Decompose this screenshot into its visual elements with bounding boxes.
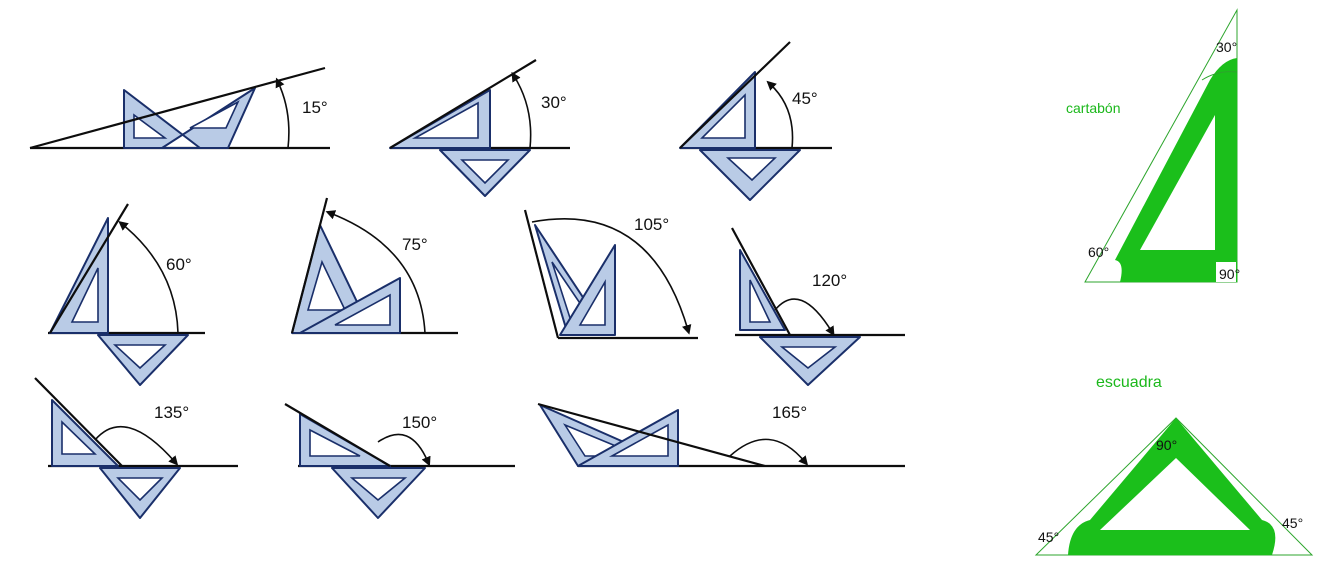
angle-label-75: 75° xyxy=(402,235,428,254)
escuadra-angle-45-left: 45° xyxy=(1038,529,1059,545)
figure-150-degrees: 150° xyxy=(284,403,515,519)
escuadra-angle-90: 90° xyxy=(1156,437,1177,453)
angle-label-120: 120° xyxy=(812,271,847,290)
figure-45-degrees: 45° xyxy=(679,41,832,201)
angle-label-60: 60° xyxy=(166,255,192,274)
cartabon-angle-60: 60° xyxy=(1088,244,1109,260)
cartabon-title: cartabón xyxy=(1066,100,1120,116)
escuadra-shape xyxy=(1068,418,1276,555)
figure-135-degrees: 135° xyxy=(34,377,238,519)
angle-label-15: 15° xyxy=(302,98,328,117)
figure-30-degrees: 30° xyxy=(389,59,570,197)
angle-label-30: 30° xyxy=(541,93,567,112)
escuadra-title: escuadra xyxy=(1096,374,1162,391)
cartabon-shape xyxy=(1115,58,1237,282)
angle-label-45: 45° xyxy=(792,89,818,108)
angle-label-105: 105° xyxy=(634,215,669,234)
angle-label-150: 150° xyxy=(402,413,437,432)
figure-120-degrees: 120° xyxy=(731,227,905,386)
angle-label-165: 165° xyxy=(772,403,807,422)
escuadra-angle-45-right: 45° xyxy=(1282,515,1303,531)
cartabon-angle-90: 90° xyxy=(1219,266,1240,282)
figure-165-degrees: 165° xyxy=(537,402,905,468)
cartabon-figure: cartabón 30° 60° 90° xyxy=(1066,8,1240,283)
figure-105-degrees: 105° xyxy=(523,209,698,340)
escuadra-figure: escuadra 90° 45° 45° xyxy=(1034,374,1314,556)
cartabon-angle-30: 30° xyxy=(1216,39,1237,55)
figure-15-degrees: 15° xyxy=(29,66,330,150)
figure-75-degrees: 75° xyxy=(290,197,458,335)
angle-label-135: 135° xyxy=(154,403,189,422)
figure-60-degrees: 60° xyxy=(48,203,205,386)
